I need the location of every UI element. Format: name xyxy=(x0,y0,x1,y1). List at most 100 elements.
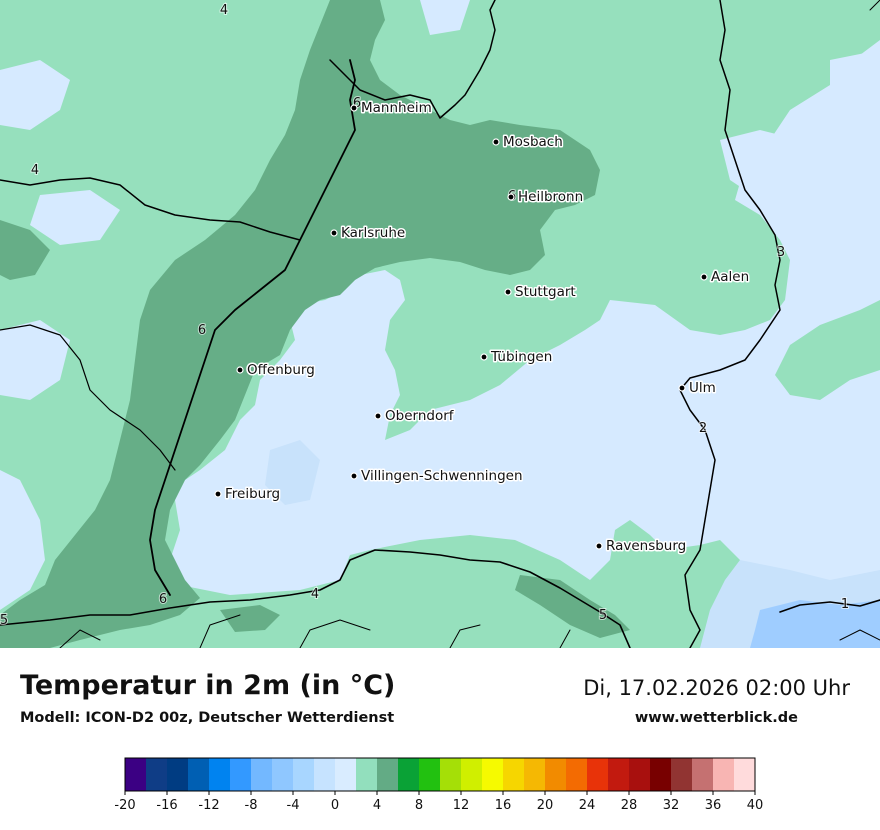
city-dot-icon xyxy=(507,193,515,201)
contour-label: 4 xyxy=(31,163,39,178)
city-dot-icon xyxy=(214,490,222,498)
legend-swatch xyxy=(356,758,378,791)
legend-tick-label: 20 xyxy=(537,798,554,813)
color-legend: -20 -16 -12 -8 -4 0 4 8 12 16 20 24 28 32 36 40 xyxy=(114,757,763,813)
city-label: Villingen-Schwenningen xyxy=(361,468,523,484)
city-aalen: Aalen xyxy=(700,268,751,287)
legend-tick-label: -8 xyxy=(245,798,258,813)
city-label: Ulm xyxy=(689,380,716,396)
contour-label: 4 xyxy=(311,587,319,602)
contour-label: 4 xyxy=(220,3,228,18)
border-hesse-north xyxy=(329,0,496,119)
website-link[interactable]: www.wetterblick.de xyxy=(634,710,798,726)
legend-swatch xyxy=(251,758,273,791)
legend-swatch xyxy=(650,758,672,791)
city-dot-icon xyxy=(236,366,244,374)
footer: Temperatur in 2m (in °C) Modell: ICON-D2… xyxy=(0,648,880,830)
city-dot-icon xyxy=(678,384,686,392)
legend-tick-label: 36 xyxy=(705,798,722,813)
border-bavaria xyxy=(679,0,781,648)
legend-swatch xyxy=(398,758,420,791)
border-east-minor xyxy=(839,0,880,641)
legend-tick-label: 8 xyxy=(415,798,423,813)
legend-tick-label: -4 xyxy=(287,798,300,813)
legend-tick-label: 0 xyxy=(331,798,339,813)
legend-swatch xyxy=(230,758,252,791)
map-title: Temperatur in 2m (in °C) xyxy=(20,670,396,701)
legend-ticks: -20 -16 -12 -8 -4 0 4 8 12 16 20 24 28 32 36 40 xyxy=(114,791,763,813)
legend-swatch xyxy=(461,758,483,791)
border-austria xyxy=(779,599,880,613)
legend-swatch xyxy=(692,758,714,791)
legend-swatch xyxy=(125,758,147,791)
city-freiburg: Freiburg xyxy=(214,485,282,504)
contour-label: 6 xyxy=(159,592,167,607)
legend-swatch xyxy=(587,758,609,791)
legend-tick-label: -12 xyxy=(198,798,219,813)
border-rhine-france xyxy=(149,59,356,596)
legend-tick-label: 16 xyxy=(495,798,512,813)
forecast-datetime: Di, 17.02.2026 02:00 Uhr xyxy=(583,676,850,700)
city-ulm: Ulm xyxy=(678,379,717,398)
city-ravensburg: Ravensburg xyxy=(595,537,688,556)
city-label: Heilbronn xyxy=(518,189,583,205)
border-france-alsace xyxy=(0,324,176,471)
legend-swatch xyxy=(167,758,189,791)
city-heilbronn: Heilbronn xyxy=(507,188,585,207)
legend-swatch xyxy=(146,758,168,791)
contour-label: 6 xyxy=(198,323,206,338)
borders xyxy=(0,0,880,648)
legend-swatch xyxy=(503,758,525,791)
legend-swatch xyxy=(713,758,735,791)
legend-tick-label: 4 xyxy=(373,798,381,813)
legend-tick-label: -20 xyxy=(114,798,135,813)
city-tübingen: Tübingen xyxy=(480,348,554,367)
city-label: Offenburg xyxy=(247,362,315,378)
legend-tick-label: -16 xyxy=(156,798,177,813)
border-palatinate xyxy=(0,177,301,241)
city-dot-icon xyxy=(480,353,488,361)
city-mannheim: Mannheim xyxy=(350,99,433,118)
legend-tick-label: 32 xyxy=(663,798,680,813)
zone-6-8 xyxy=(0,0,630,648)
city-dot-icon xyxy=(350,472,358,480)
legend-swatch xyxy=(734,758,756,791)
city-label: Ravensburg xyxy=(606,538,686,554)
weather-map: 464636264515 MannheimMosbachHeilbronnKar… xyxy=(0,0,880,648)
legend-swatch xyxy=(272,758,294,791)
city-dot-icon xyxy=(504,288,512,296)
city-label: Freiburg xyxy=(225,486,280,502)
legend-tick-label: 40 xyxy=(747,798,764,813)
city-label: Mannheim xyxy=(361,100,432,116)
legend-swatch xyxy=(440,758,462,791)
border-switzerland xyxy=(0,549,631,648)
city-mosbach: Mosbach xyxy=(492,133,564,152)
city-label: Karlsruhe xyxy=(341,225,405,241)
zone-0-2-black-forest xyxy=(265,440,320,505)
city-oberndorf: Oberndorf xyxy=(374,407,456,426)
legend-swatch xyxy=(482,758,504,791)
contour-label: 1 xyxy=(841,597,849,612)
contour-label: 5 xyxy=(0,613,8,628)
contour-label: 3 xyxy=(777,245,785,260)
legend-tick-label: 24 xyxy=(579,798,596,813)
city-label: Mosbach xyxy=(503,134,563,150)
city-stuttgart: Stuttgart xyxy=(504,283,577,302)
city-villingen-schwenningen: Villingen-Schwenningen xyxy=(350,467,524,486)
city-dot-icon xyxy=(492,138,500,146)
city-label: Stuttgart xyxy=(515,284,576,300)
city-dot-icon xyxy=(350,104,358,112)
legend-swatch xyxy=(335,758,357,791)
legend-border xyxy=(124,757,756,792)
legend-swatch xyxy=(524,758,546,791)
contour-label: 2 xyxy=(699,421,707,436)
contour-label: 5 xyxy=(599,608,607,623)
border-swiss-internal xyxy=(59,614,571,648)
contour-label: 6 xyxy=(353,96,361,111)
legend-swatch xyxy=(629,758,651,791)
legend-swatch xyxy=(566,758,588,791)
legend-swatch xyxy=(608,758,630,791)
legend-swatch xyxy=(545,758,567,791)
city-markers: Mannheim Mosbach Heilbronn Karlsruhe Aalen St… xyxy=(214,99,751,556)
legend-tick-label: 28 xyxy=(621,798,638,813)
